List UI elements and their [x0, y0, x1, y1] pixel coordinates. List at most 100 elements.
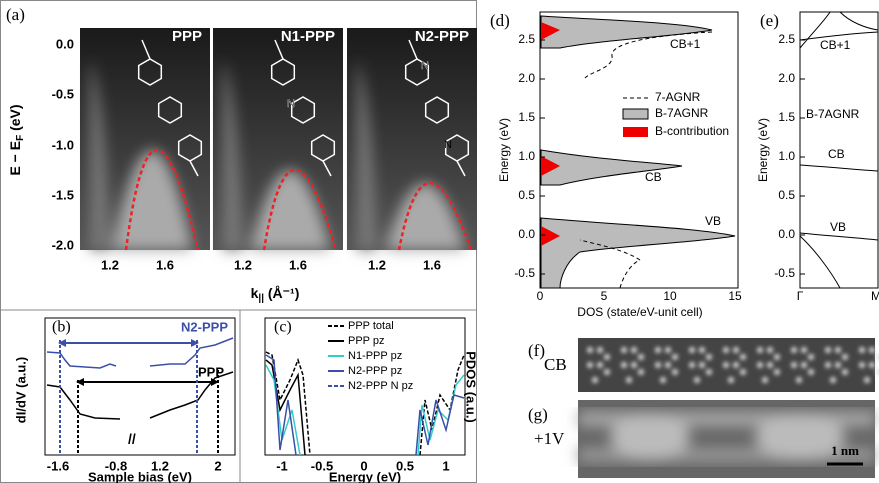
molecule-ring [424, 96, 450, 124]
stm-dot [767, 347, 773, 353]
y-tick-label: 0.0 [778, 227, 795, 241]
b-contribution [541, 226, 560, 246]
x-tick-label: 1.2 [368, 257, 386, 272]
curve [265, 354, 297, 456]
stm-dot [699, 347, 705, 353]
y-axis-label: Energy (eV) [756, 118, 770, 182]
dos-7agnr [579, 239, 641, 289]
curve [46, 384, 121, 420]
bond [274, 39, 284, 60]
stm-dot [706, 369, 712, 375]
band [799, 235, 841, 289]
atom-label: N [421, 60, 429, 72]
molecule-ring [404, 58, 430, 86]
atom-label: N [444, 139, 452, 151]
stm-dot [757, 347, 763, 353]
label-part: (Å⁻¹) [264, 285, 299, 301]
b-contribution [541, 22, 560, 40]
stm-dot [791, 362, 797, 368]
plot-frame [799, 11, 879, 289]
stm-dot [597, 362, 603, 368]
stm-dot [626, 377, 632, 383]
bias-label: +1V [534, 429, 565, 448]
bond [456, 160, 466, 177]
stm-dot [587, 362, 593, 368]
stm-dot [604, 354, 610, 360]
stm-dot [638, 354, 644, 360]
panel-title: N2-PPP [415, 28, 469, 45]
x-tick-label: 1.2 [101, 257, 119, 272]
stm-dot [859, 347, 865, 353]
stm-dot [740, 369, 746, 375]
panel-label: (a) [6, 5, 25, 24]
stm-dot [825, 362, 831, 368]
arpes-intensity [223, 60, 330, 250]
y-tick-label: 2.0 [778, 71, 795, 85]
bond [189, 160, 199, 177]
legend-label: PPP pz [348, 335, 385, 347]
label-part: E − E [7, 141, 23, 176]
y-tick-label: 2.5 [518, 32, 535, 46]
molecule-ring [290, 96, 316, 124]
x-axis-label: Energy (eV) [329, 469, 401, 483]
label-part: || [258, 293, 264, 304]
x-tick-label: 5 [601, 289, 608, 303]
x-tick-label: 1.2 [234, 257, 252, 272]
label-part: k [251, 285, 259, 301]
stm-dot [587, 347, 593, 353]
y-tick-label: -1.5 [52, 187, 74, 202]
stm-dot [694, 377, 700, 383]
y-tick-label: -0.5 [514, 266, 535, 280]
band-label: VB [705, 214, 721, 228]
band-label: CB [645, 170, 662, 184]
y-tick-label: 0.5 [518, 188, 535, 202]
band-glow [90, 60, 110, 250]
panel-label: (b) [52, 319, 71, 336]
y-axis-label: Energy (eV) [497, 118, 511, 182]
curve [265, 359, 306, 456]
stm-dot [672, 369, 678, 375]
stm-dot [869, 347, 875, 353]
stm-dot [621, 362, 627, 368]
stm-dot [808, 369, 814, 375]
curve [46, 351, 117, 369]
stm-dot [706, 354, 712, 360]
stm-dot [660, 377, 666, 383]
stm-dot [597, 347, 603, 353]
band-glow [385, 183, 465, 250]
band-fit [124, 148, 200, 251]
stm-dot [665, 347, 671, 353]
stm-dot [859, 362, 865, 368]
legend-label: B-7AGNR [655, 106, 709, 120]
curve [419, 354, 465, 456]
arrow-head [58, 339, 66, 347]
curve [265, 364, 301, 456]
panel-label: (d) [490, 11, 510, 30]
curve [415, 394, 465, 456]
y-axis-label: dI/dV (a.u.) [13, 357, 28, 423]
bond [322, 160, 332, 177]
y-tick-label: 1.0 [778, 149, 795, 163]
stm-dot [689, 362, 695, 368]
x-tick-label: -0.8 [105, 458, 127, 473]
molecule-ring [270, 58, 296, 86]
band-label: CB+1 [820, 38, 851, 52]
legend-label: N2-PPP N pz [348, 380, 413, 392]
x-tick-label: M [871, 289, 879, 303]
stm-dot [621, 347, 627, 353]
band-fit [262, 168, 338, 251]
molecule-ring [137, 58, 163, 86]
y-tick-label: 1.5 [778, 110, 795, 124]
x-tick-label: 1 [442, 458, 449, 473]
band [799, 11, 831, 49]
plot-frame [264, 317, 466, 456]
y-tick-label: -1.0 [52, 137, 74, 152]
x-axis-label: k|| (Å⁻¹) [251, 285, 300, 304]
y-tick-label: 2.0 [518, 71, 535, 85]
stm-dot [791, 347, 797, 353]
stm-dot [689, 347, 695, 353]
stm-dot [774, 369, 780, 375]
series-label: PPP [198, 364, 224, 379]
band-fit [397, 182, 473, 251]
